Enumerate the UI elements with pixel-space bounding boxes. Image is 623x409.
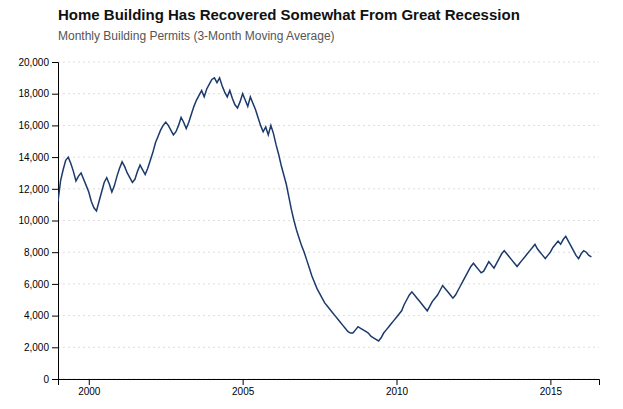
x-tick-mark: [550, 379, 551, 385]
x-tick: 2010: [386, 379, 409, 397]
y-tick-mark: [52, 221, 58, 222]
x-tick: 2005: [232, 379, 255, 397]
y-tick-mark: [52, 284, 58, 285]
grid-line: [58, 315, 599, 316]
x-tick-label: 2000: [78, 386, 101, 397]
title: Home Building Has Recovered Somewhat Fro…: [58, 6, 520, 23]
y-tick: 8,000: [24, 247, 58, 258]
x-tick-label: 2015: [540, 386, 563, 397]
grid-line: [58, 62, 599, 63]
y-tick: 6,000: [24, 279, 58, 290]
y-tick-label: 4,000: [24, 310, 49, 321]
y-axis: 0 2,000 4,000 6,000 8,000 10,000 12,000 14,000 1…: [18, 57, 58, 385]
grid-line: [58, 188, 599, 189]
grid-line: [58, 347, 599, 348]
y-tick-mark: [52, 94, 58, 95]
y-tick-label: 20,000: [18, 57, 49, 68]
line: [58, 78, 591, 341]
chart: Home Building Has Recovered Somewhat Fro…: [0, 0, 623, 409]
y-tick-label: 12,000: [18, 184, 49, 195]
y-tick-label: 6,000: [24, 279, 49, 290]
y-tick-label: 10,000: [18, 215, 49, 226]
y-tick-mark: [52, 316, 58, 317]
x-tick: 2015: [540, 379, 563, 397]
y-tick-label: 16,000: [18, 120, 49, 131]
y-tick-label: 8,000: [24, 247, 49, 258]
grid: [58, 62, 599, 379]
y-tick: 0: [43, 374, 58, 385]
x-tick-mark: [243, 379, 244, 385]
y-tick-label: 2,000: [24, 342, 49, 353]
y-tick: 20,000: [18, 57, 58, 68]
grid-line: [58, 157, 599, 158]
grid-line: [58, 283, 599, 284]
y-tick: 2,000: [24, 342, 58, 353]
y-tick-label: 14,000: [18, 152, 49, 163]
grid-line: [58, 252, 599, 253]
x-tick-label: 2010: [386, 386, 409, 397]
x-tick-mark: [89, 379, 90, 385]
y-tick: 10,000: [18, 215, 58, 226]
x-tick-label: 2005: [232, 386, 255, 397]
y-tick-mark: [52, 379, 58, 380]
plot-area: 2000 2005 2010 2015 0 2,000 4,000 6,000 8,000 10,…: [18, 57, 599, 397]
y-tick: 12,000: [18, 184, 58, 195]
y-tick-mark: [52, 252, 58, 253]
y-tick-mark: [52, 125, 58, 126]
subtitle: Monthly Building Permits (3-Month Moving…: [58, 29, 335, 43]
x-tick: 2000: [78, 379, 101, 397]
y-tick-label: 18,000: [18, 88, 49, 99]
y-tick-mark: [52, 189, 58, 190]
y-tick: 16,000: [18, 120, 58, 131]
y-tick: 14,000: [18, 152, 58, 163]
y-tick: 4,000: [24, 310, 58, 321]
y-tick-mark: [52, 347, 58, 348]
grid-line: [58, 220, 599, 221]
x-tick-mark: [397, 379, 398, 385]
y-tick-mark: [52, 62, 58, 63]
y-tick: 18,000: [18, 88, 58, 99]
y-tick-mark: [52, 157, 58, 158]
grid-line: [58, 93, 599, 94]
x-axis: 2000 2005 2010 2015: [59, 379, 600, 397]
y-axis-line: [52, 63, 59, 380]
grid-line: [58, 125, 599, 126]
x-axis-line: [59, 380, 600, 386]
y-tick-label: 0: [43, 374, 49, 385]
marks: [58, 78, 591, 341]
